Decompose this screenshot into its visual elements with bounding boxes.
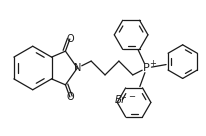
Text: Br: Br — [115, 95, 126, 105]
Text: P: P — [143, 63, 150, 73]
Text: −: − — [128, 92, 135, 101]
Text: O: O — [66, 92, 74, 102]
Text: N: N — [74, 63, 81, 73]
Text: O: O — [66, 34, 74, 44]
Text: +: + — [149, 59, 156, 68]
